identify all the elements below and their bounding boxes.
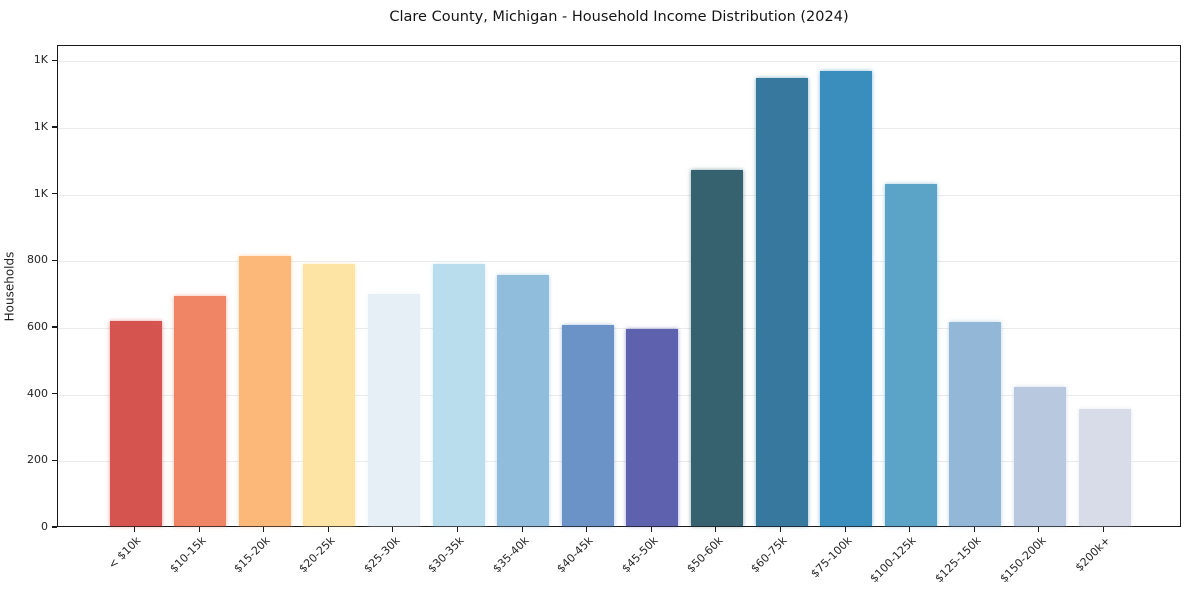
bar <box>690 170 743 526</box>
gridline <box>58 261 1180 263</box>
bar <box>238 256 291 526</box>
bar <box>109 321 162 526</box>
x-tick-label: $50-60k <box>683 534 726 576</box>
x-tick-label: $100-125k <box>867 534 919 586</box>
x-tick-mark <box>586 527 588 532</box>
x-tick-mark <box>392 527 394 532</box>
y-tick-mark <box>52 59 57 61</box>
chart-title: Clare County, Michigan - Household Incom… <box>389 9 849 25</box>
y-tick-mark <box>52 526 57 528</box>
bar <box>561 325 614 526</box>
x-tick-mark <box>909 527 911 532</box>
y-tick-label: 800 <box>27 253 48 267</box>
y-tick-label: 600 <box>27 320 48 333</box>
gridline <box>58 461 1180 463</box>
bar <box>432 264 485 526</box>
bar <box>820 70 873 526</box>
x-tick-mark <box>844 527 846 532</box>
y-tick-label: 1K <box>33 120 48 133</box>
x-tick-mark <box>133 527 136 532</box>
y-tick-label: 1K <box>33 53 48 67</box>
y-tick-mark <box>52 459 57 461</box>
plot-area <box>57 45 1181 527</box>
y-tick-label: 0 <box>41 520 48 533</box>
bar <box>1013 386 1066 526</box>
y-tick-mark <box>52 126 57 128</box>
x-tick-label: $40-45k <box>554 534 596 576</box>
x-tick-label: < $10k <box>106 534 144 572</box>
y-tick-mark <box>52 393 57 395</box>
y-tick-mark <box>52 193 57 195</box>
bar <box>1078 408 1131 526</box>
gridline <box>58 394 1180 396</box>
gridline <box>58 128 1180 129</box>
y-tick-label: 200 <box>27 453 48 467</box>
x-tick-label: $75-100k <box>808 534 855 581</box>
bar <box>174 295 227 526</box>
x-tick-label: $10-15k <box>167 534 209 576</box>
x-tick-mark <box>973 527 975 532</box>
x-tick-label: $35-40k <box>490 534 532 576</box>
gridline <box>58 328 1180 329</box>
y-tick-mark <box>52 259 57 261</box>
y-tick-label: 400 <box>27 386 48 400</box>
x-tick-mark <box>198 527 200 532</box>
x-tick-label: $25-30k <box>360 534 403 576</box>
bar <box>755 78 808 526</box>
bar <box>303 264 356 526</box>
x-tick-mark <box>779 527 782 532</box>
x-tick-label: $150-200k <box>996 534 1049 586</box>
x-tick-label: $60-75k <box>748 534 790 576</box>
x-tick-label: $30-35k <box>425 534 467 576</box>
x-tick-label: $45-50k <box>619 534 661 576</box>
y-tick-label: 1K <box>33 186 48 200</box>
gridline <box>58 194 1180 196</box>
bar <box>949 322 1002 526</box>
x-tick-mark <box>521 527 523 532</box>
y-tick-mark <box>52 326 57 328</box>
x-tick-mark <box>456 527 459 532</box>
bar <box>626 329 679 526</box>
x-tick-mark <box>1038 527 1040 532</box>
x-tick-mark <box>1102 527 1105 532</box>
x-tick-label: $15-20k <box>231 534 273 576</box>
x-tick-label: $200k+ <box>1072 534 1113 575</box>
bar <box>497 275 550 526</box>
x-tick-mark <box>715 527 717 532</box>
gridline <box>58 61 1180 63</box>
x-tick-mark <box>327 527 329 532</box>
x-tick-label: $125-150k <box>932 534 984 586</box>
bar <box>367 293 420 526</box>
x-tick-mark <box>263 527 265 532</box>
bar <box>884 184 937 526</box>
x-tick-label: $20-25k <box>296 534 338 576</box>
x-tick-mark <box>650 527 652 532</box>
